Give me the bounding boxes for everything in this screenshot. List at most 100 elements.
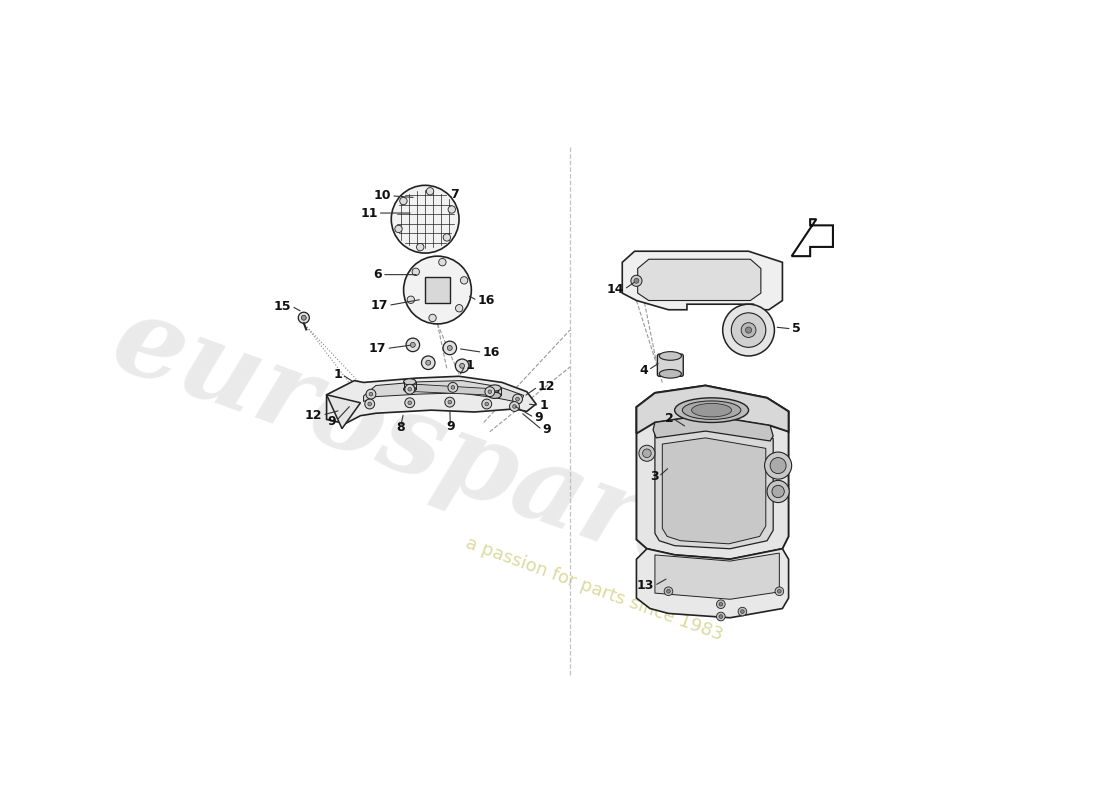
- Circle shape: [427, 187, 433, 195]
- Circle shape: [667, 590, 670, 593]
- Circle shape: [719, 614, 723, 618]
- Text: 5: 5: [792, 322, 801, 335]
- Circle shape: [460, 363, 464, 368]
- Polygon shape: [623, 251, 782, 310]
- Circle shape: [407, 296, 415, 303]
- Circle shape: [444, 398, 454, 407]
- Ellipse shape: [674, 398, 748, 422]
- Polygon shape: [407, 384, 499, 397]
- Circle shape: [399, 198, 407, 205]
- Circle shape: [634, 278, 639, 283]
- Text: 9: 9: [535, 411, 542, 424]
- Circle shape: [417, 243, 424, 251]
- Circle shape: [412, 268, 419, 275]
- Text: 9: 9: [447, 420, 454, 433]
- Ellipse shape: [404, 378, 416, 385]
- Text: 7: 7: [450, 188, 459, 201]
- Text: 6: 6: [373, 268, 382, 281]
- Circle shape: [298, 312, 309, 323]
- Ellipse shape: [659, 370, 681, 378]
- Text: 11: 11: [360, 206, 377, 219]
- Circle shape: [408, 387, 411, 391]
- Polygon shape: [654, 426, 773, 549]
- Circle shape: [301, 315, 306, 320]
- Circle shape: [642, 449, 651, 458]
- Circle shape: [516, 398, 519, 401]
- Circle shape: [448, 400, 452, 404]
- Ellipse shape: [488, 385, 501, 391]
- Circle shape: [392, 186, 459, 253]
- Text: 8: 8: [396, 421, 405, 434]
- Circle shape: [443, 234, 451, 241]
- Circle shape: [488, 390, 492, 394]
- Text: 17: 17: [371, 299, 388, 312]
- Circle shape: [732, 313, 766, 347]
- Circle shape: [631, 275, 642, 286]
- Circle shape: [778, 590, 781, 593]
- Circle shape: [770, 458, 786, 474]
- Circle shape: [461, 277, 468, 284]
- Circle shape: [767, 480, 789, 502]
- Circle shape: [716, 600, 725, 609]
- Circle shape: [509, 402, 519, 411]
- Text: eurospares: eurospares: [99, 285, 782, 622]
- Circle shape: [448, 346, 452, 350]
- Circle shape: [405, 384, 415, 394]
- Text: 1: 1: [539, 398, 548, 412]
- Polygon shape: [327, 394, 361, 429]
- Text: 16: 16: [477, 294, 495, 307]
- Circle shape: [764, 452, 792, 479]
- Circle shape: [719, 602, 723, 606]
- Polygon shape: [637, 549, 789, 618]
- Text: 13: 13: [637, 579, 654, 592]
- Circle shape: [448, 382, 458, 392]
- Circle shape: [741, 322, 756, 338]
- Circle shape: [738, 607, 747, 616]
- FancyBboxPatch shape: [658, 354, 683, 376]
- Circle shape: [429, 314, 437, 322]
- Circle shape: [746, 327, 751, 333]
- Circle shape: [716, 612, 725, 621]
- Circle shape: [395, 225, 403, 233]
- Circle shape: [410, 342, 416, 347]
- Ellipse shape: [488, 392, 501, 398]
- Polygon shape: [637, 386, 789, 559]
- Text: 9: 9: [327, 414, 336, 428]
- Text: 10: 10: [374, 190, 392, 202]
- Circle shape: [404, 256, 471, 324]
- Polygon shape: [327, 376, 536, 424]
- Circle shape: [723, 304, 774, 356]
- Circle shape: [365, 399, 375, 409]
- Polygon shape: [662, 438, 766, 544]
- Circle shape: [426, 360, 431, 365]
- FancyBboxPatch shape: [425, 277, 450, 303]
- Text: 12: 12: [538, 380, 556, 394]
- Text: a passion for parts since 1983: a passion for parts since 1983: [463, 534, 726, 644]
- Text: 9: 9: [542, 423, 551, 436]
- Ellipse shape: [659, 352, 681, 360]
- Circle shape: [439, 258, 447, 266]
- Polygon shape: [653, 415, 773, 441]
- Circle shape: [513, 394, 522, 404]
- Text: 2: 2: [664, 412, 673, 426]
- Circle shape: [366, 390, 376, 399]
- Polygon shape: [638, 259, 761, 301]
- Text: 4: 4: [639, 364, 648, 377]
- Circle shape: [406, 338, 419, 352]
- Text: 14: 14: [606, 283, 624, 296]
- Circle shape: [639, 446, 654, 462]
- Ellipse shape: [692, 403, 732, 417]
- Circle shape: [513, 405, 516, 408]
- Circle shape: [443, 341, 456, 354]
- Text: 12: 12: [305, 409, 322, 422]
- Circle shape: [455, 305, 463, 312]
- Circle shape: [421, 356, 434, 370]
- Circle shape: [448, 206, 455, 214]
- Circle shape: [772, 486, 784, 498]
- Text: 15: 15: [274, 299, 292, 313]
- Text: 1: 1: [333, 368, 342, 381]
- Circle shape: [740, 610, 745, 614]
- Ellipse shape: [682, 401, 740, 419]
- Circle shape: [485, 402, 488, 406]
- Circle shape: [485, 386, 495, 397]
